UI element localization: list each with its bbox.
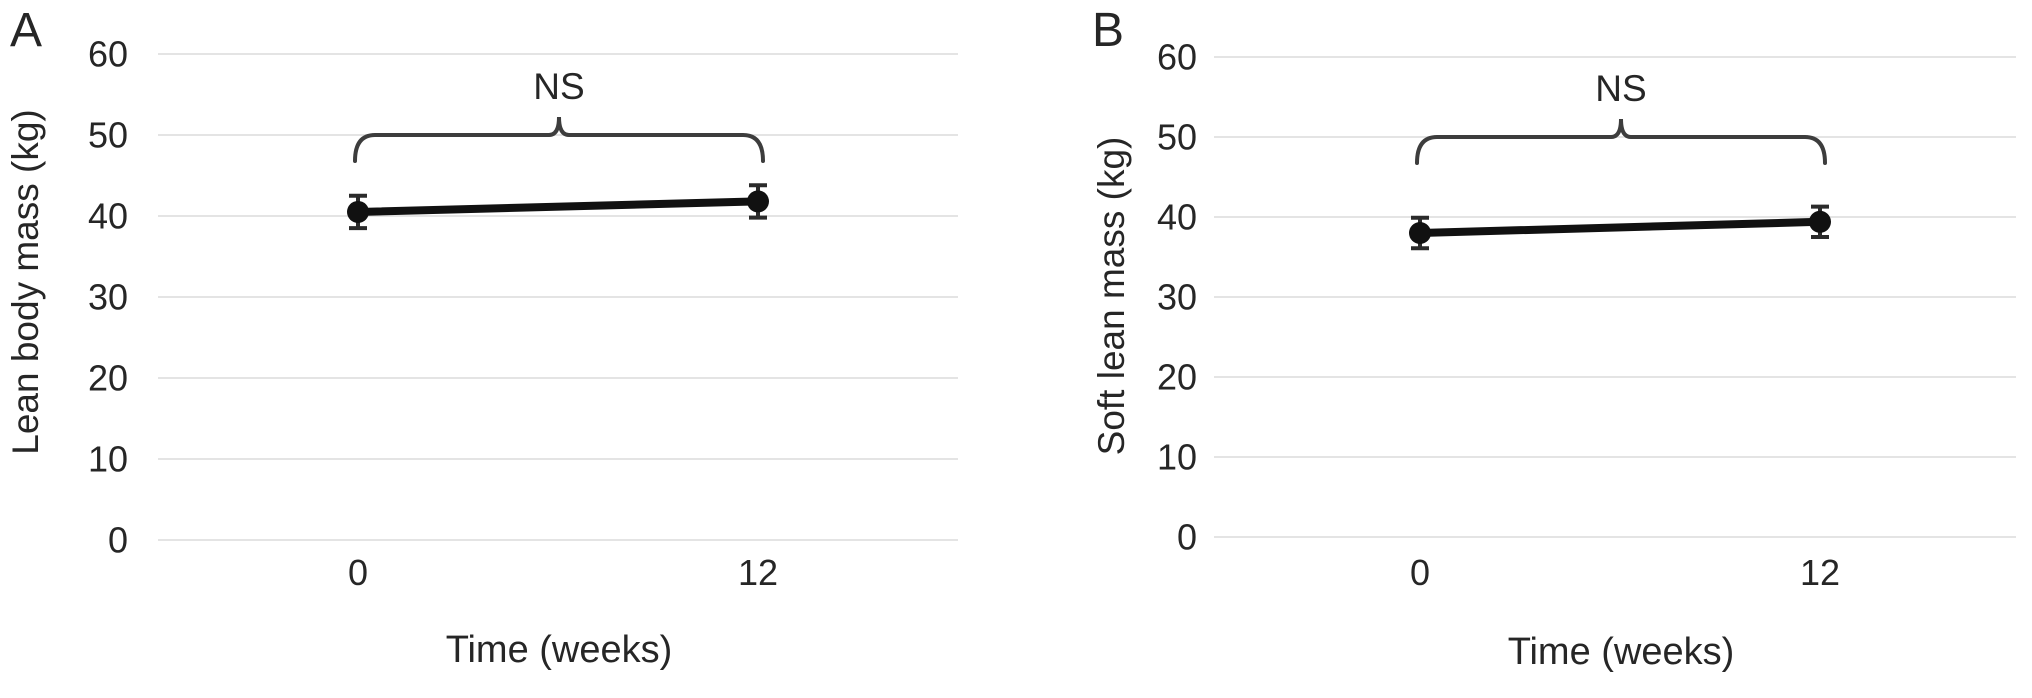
data-point-marker xyxy=(1409,222,1431,244)
x-tick-label: 12 xyxy=(1800,552,1840,593)
y-axis-title: Soft lean mass (kg) xyxy=(1091,137,1132,456)
significance-bracket xyxy=(1415,118,1827,165)
data-point-marker xyxy=(1809,210,1831,233)
y-axis-title: Lean body mass (kg) xyxy=(5,109,46,455)
y-tick-label: 30 xyxy=(88,277,128,318)
y-tick-label: 20 xyxy=(1157,357,1197,398)
x-axis-title: Time (weeks) xyxy=(446,629,673,671)
x-tick-label: 0 xyxy=(1410,552,1430,593)
x-tick-label: 0 xyxy=(348,552,368,593)
significance-bracket xyxy=(353,116,765,163)
chart-svg: 0 10 20 30 40 50 60 A Lean body mass (kg) NS 0 12 Ti… xyxy=(5,4,958,671)
y-tick-label: 60 xyxy=(1157,37,1197,78)
panel-lean-body-mass: 0 10 20 30 40 50 60 A Lean body mass (kg) NS 0 12 Ti… xyxy=(0,0,1016,693)
series-line xyxy=(1416,217,1824,237)
y-tick-label: 30 xyxy=(1157,277,1197,318)
data-point-marker xyxy=(747,190,769,213)
data-point-marker xyxy=(347,200,369,223)
y-tick-label: 0 xyxy=(108,520,128,561)
y-tick-label: 50 xyxy=(88,115,128,156)
y-tick-label: 20 xyxy=(88,358,128,399)
y-tick-label: 10 xyxy=(1157,437,1197,478)
ns-annotation-label: NS xyxy=(533,66,584,107)
y-tick-label: 60 xyxy=(88,34,128,75)
panel-soft-lean-mass: 0 10 20 30 40 50 60 B Soft lean mass (kg) NS 0 12 Ti… xyxy=(1016,0,2032,693)
y-tick-label: 40 xyxy=(88,196,128,237)
x-axis-title: Time (weeks) xyxy=(1508,631,1735,673)
y-tick-label: 0 xyxy=(1177,517,1197,558)
series-line xyxy=(354,197,762,216)
y-tick-label: 10 xyxy=(88,439,128,480)
x-tick-label: 12 xyxy=(738,552,778,593)
y-tick-label: 50 xyxy=(1157,117,1197,158)
ns-annotation-label: NS xyxy=(1595,68,1646,109)
panel-letter: B xyxy=(1092,4,1124,57)
panel-letter: A xyxy=(10,4,42,57)
chart-svg: 0 10 20 30 40 50 60 B Soft lean mass (kg) NS 0 12 Ti… xyxy=(1091,4,2016,673)
y-tick-label: 40 xyxy=(1157,197,1197,238)
